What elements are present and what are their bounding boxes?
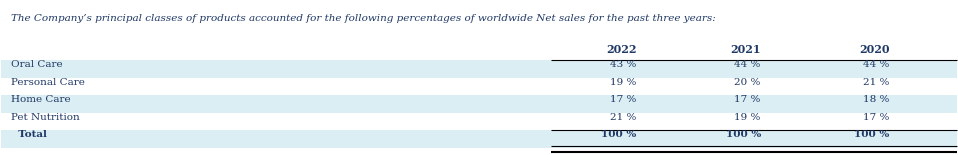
Text: 44 %: 44 % xyxy=(863,60,890,69)
Text: 100 %: 100 % xyxy=(725,130,761,139)
Text: Oral Care: Oral Care xyxy=(11,60,62,69)
Text: 100 %: 100 % xyxy=(855,130,890,139)
Text: 17 %: 17 % xyxy=(863,113,890,122)
Text: 44 %: 44 % xyxy=(735,60,761,69)
Text: Personal Care: Personal Care xyxy=(11,78,85,86)
Text: 21 %: 21 % xyxy=(610,113,637,122)
Text: 20 %: 20 % xyxy=(735,78,761,86)
Text: 2021: 2021 xyxy=(730,44,761,55)
Text: 43 %: 43 % xyxy=(610,60,637,69)
Text: 19 %: 19 % xyxy=(610,78,637,86)
Text: Total: Total xyxy=(11,130,47,139)
Text: 2022: 2022 xyxy=(606,44,637,55)
FancyBboxPatch shape xyxy=(1,95,957,113)
Text: The Company’s principal classes of products accounted for the following percenta: The Company’s principal classes of produ… xyxy=(11,14,716,23)
FancyBboxPatch shape xyxy=(1,78,957,95)
Text: 18 %: 18 % xyxy=(863,95,890,104)
Text: 17 %: 17 % xyxy=(735,95,761,104)
FancyBboxPatch shape xyxy=(1,60,957,78)
Text: Home Care: Home Care xyxy=(11,95,71,104)
Text: 2020: 2020 xyxy=(859,44,890,55)
FancyBboxPatch shape xyxy=(1,113,957,130)
Text: 17 %: 17 % xyxy=(610,95,637,104)
Text: 100 %: 100 % xyxy=(602,130,637,139)
Text: 19 %: 19 % xyxy=(735,113,761,122)
Text: 21 %: 21 % xyxy=(863,78,890,86)
Text: Pet Nutrition: Pet Nutrition xyxy=(11,113,80,122)
FancyBboxPatch shape xyxy=(1,130,957,148)
